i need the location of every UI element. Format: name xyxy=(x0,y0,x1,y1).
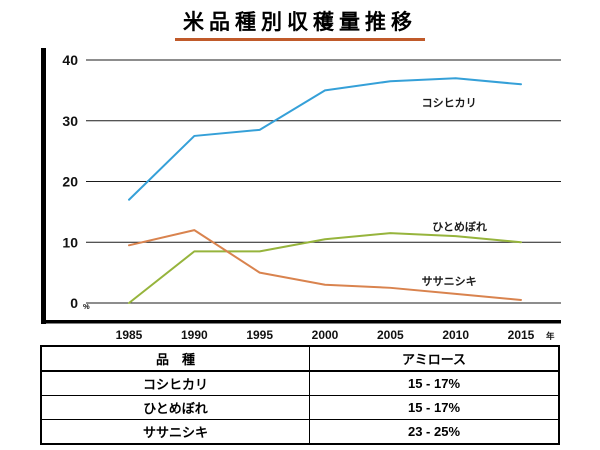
table-row: ササニシキ 23 - 25% xyxy=(41,419,559,444)
page-title: 米品種別収穫量推移 xyxy=(175,6,425,41)
cell-amylose: 15 - 17% xyxy=(309,371,559,396)
x-axis-tick-label: 1985 xyxy=(116,328,143,342)
x-axis-tick-label: 2000 xyxy=(312,328,339,342)
x-axis-line xyxy=(41,320,561,324)
series-label-2: ササニシキ xyxy=(422,275,477,288)
amylose-table: 品 種 アミロース コシヒカリ 15 - 17% ひとめぼれ 15 - 17% … xyxy=(40,345,560,445)
cell-amylose: 23 - 25% xyxy=(407,424,461,439)
y-axis-tick-label: 10 xyxy=(62,234,78,250)
x-axis-tick-label: 1990 xyxy=(181,328,208,342)
table-row: ひとめぼれ 15 - 17% xyxy=(41,395,559,420)
cell-variety: コシヒカリ xyxy=(41,371,310,396)
line-chart: 0 10 20 30 40% 1985 1990 1995 2000 2005 2010 2015 年 コ… xyxy=(41,48,561,342)
amylose-table-wrap: 品 種 アミロース コシヒカリ 15 - 17% ひとめぼれ 15 - 17% … xyxy=(40,345,560,445)
series-line-1 xyxy=(128,232,522,304)
header-variety: 品 種 xyxy=(41,346,310,372)
table-row: コシヒカリ 15 - 17% xyxy=(41,371,559,396)
cell-variety: ササニシキ xyxy=(41,419,310,444)
series-line-2 xyxy=(128,229,522,301)
x-axis-tick-label: 2015 xyxy=(508,328,535,342)
series-label-1: ひとめぼれ xyxy=(432,220,487,233)
series-line-0 xyxy=(128,77,522,201)
x-axis-tick-label: 2005 xyxy=(377,328,404,342)
title-bar: 米品種別収穫量推移 xyxy=(0,6,600,41)
y-axis-tick-label: 40 xyxy=(62,52,78,68)
x-axis-tick-label: 2010 xyxy=(442,328,469,342)
y-axis-tick-label: 0 xyxy=(70,295,78,311)
chart-area: 0 10 20 30 40% 1985 1990 1995 2000 2005 2010 2015 年 コ… xyxy=(36,40,568,342)
table-header-row: 品 種 アミロース xyxy=(41,346,559,372)
y-axis-line xyxy=(41,48,46,324)
y-axis-tick-label: 30 xyxy=(62,113,78,129)
cell-variety: ひとめぼれ xyxy=(41,395,310,420)
header-amylose: アミロース xyxy=(309,346,559,372)
x-axis-tick-label: 1995 xyxy=(246,328,273,342)
y-axis-unit-label: % xyxy=(83,302,90,311)
x-axis-unit-label: 年 xyxy=(546,331,555,341)
cell-amylose: 15 - 17% xyxy=(309,395,559,420)
series-label-0: コシヒカリ xyxy=(422,97,477,110)
y-axis-tick-label: 20 xyxy=(62,174,78,190)
